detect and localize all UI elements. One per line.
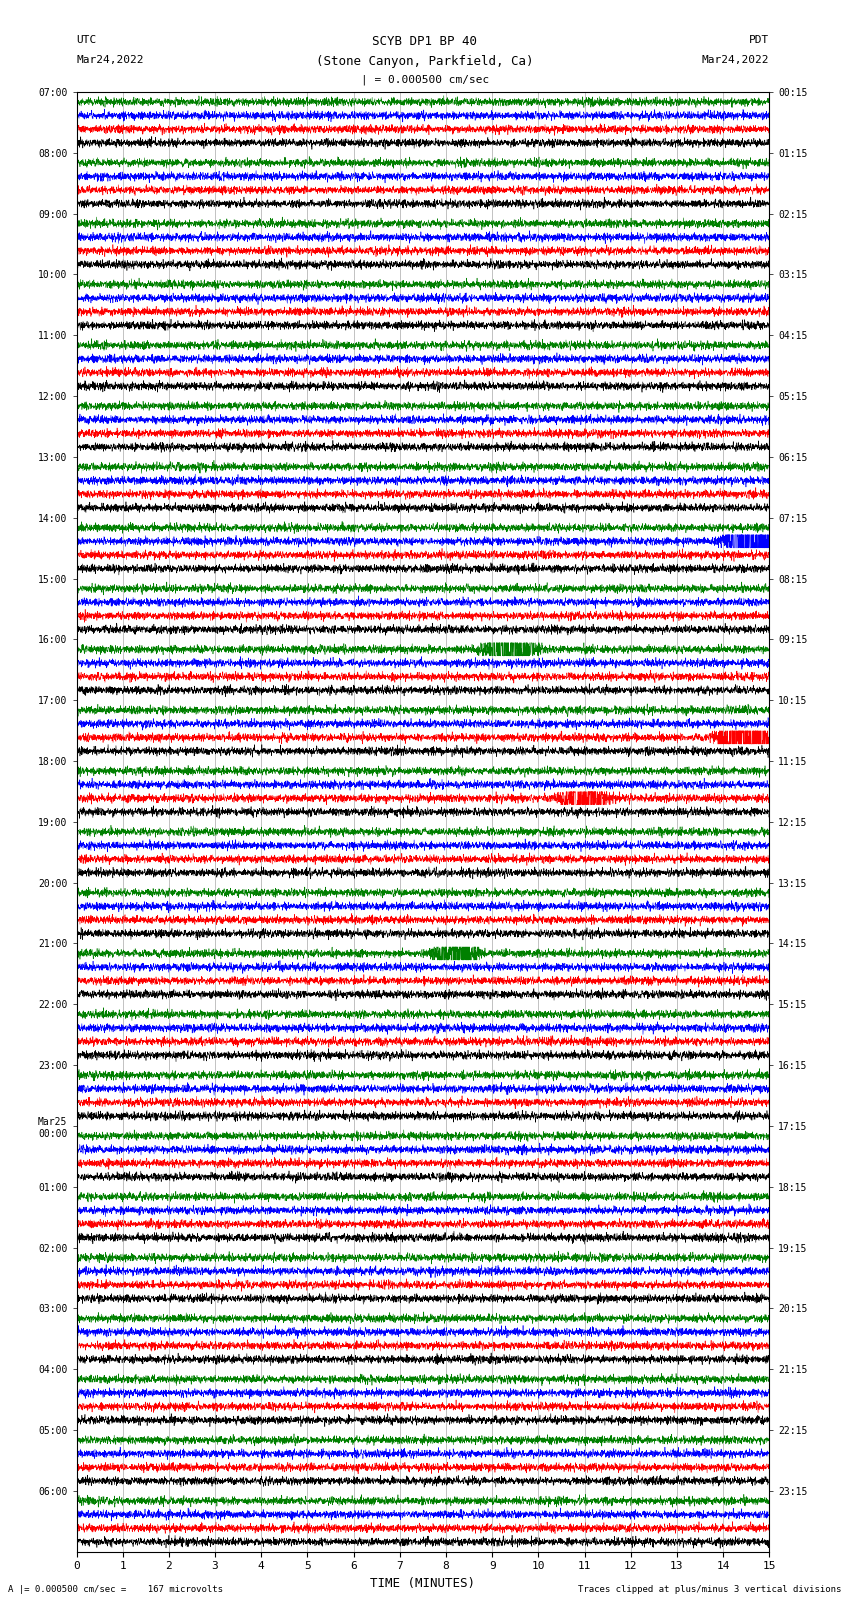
- Text: SCYB DP1 BP 40: SCYB DP1 BP 40: [372, 35, 478, 48]
- Text: UTC: UTC: [76, 35, 97, 45]
- Text: | = 0.000500 cm/sec: | = 0.000500 cm/sec: [361, 74, 489, 85]
- X-axis label: TIME (MINUTES): TIME (MINUTES): [371, 1578, 475, 1590]
- Text: PDT: PDT: [749, 35, 769, 45]
- Text: Mar24,2022: Mar24,2022: [702, 55, 769, 65]
- Text: (Stone Canyon, Parkfield, Ca): (Stone Canyon, Parkfield, Ca): [316, 55, 534, 68]
- Text: Traces clipped at plus/minus 3 vertical divisions: Traces clipped at plus/minus 3 vertical …: [578, 1584, 842, 1594]
- Text: A |= 0.000500 cm/sec =    167 microvolts: A |= 0.000500 cm/sec = 167 microvolts: [8, 1584, 224, 1594]
- Text: Mar24,2022: Mar24,2022: [76, 55, 144, 65]
